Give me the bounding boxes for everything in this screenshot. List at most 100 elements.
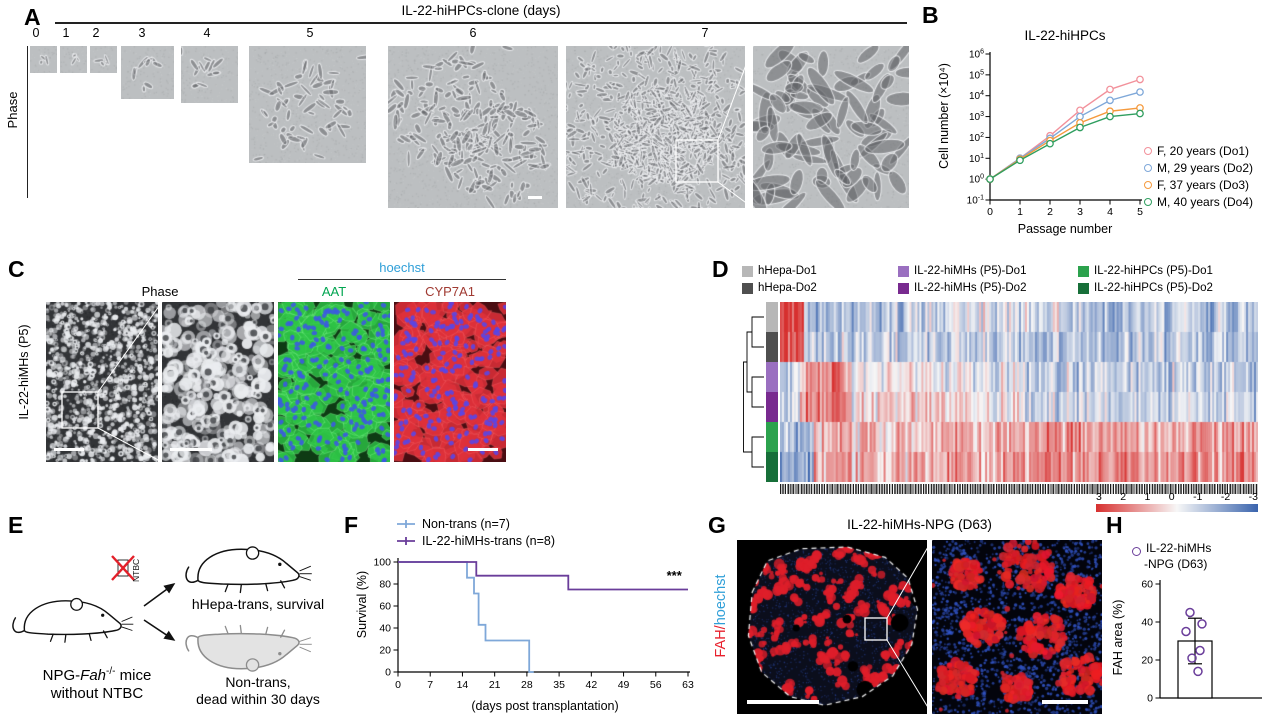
panel-b-label: B — [922, 2, 939, 28]
svg-text:2: 2 — [1047, 206, 1053, 218]
svg-text:0: 0 — [385, 667, 391, 679]
subject-prefix: NPG- — [42, 667, 81, 684]
micrograph-aat — [278, 302, 390, 462]
arrow-to-death — [143, 619, 176, 641]
scale-bar — [747, 700, 819, 704]
heatmap-scale-bar — [1096, 504, 1258, 512]
svg-text:0: 0 — [987, 206, 993, 218]
row-color — [766, 422, 778, 452]
svg-text:106: 106 — [969, 49, 984, 61]
svg-text:102: 102 — [969, 132, 984, 144]
heatmap-scale-labels: 3 2 1 0 -1 -2 -3 — [1096, 491, 1258, 503]
panel-c-label: C — [8, 256, 25, 282]
legend-label: IL-22-hiHPCs (P5)-Do2 — [1094, 282, 1213, 294]
day-label-2: 2 — [92, 26, 100, 40]
series-marker — [1144, 197, 1152, 206]
svg-text:100: 100 — [969, 174, 984, 186]
series-marker — [1144, 146, 1152, 155]
legend-label: hHepa-Do2 — [758, 282, 817, 294]
legend-label: IL-22-hiMHs-trans (n=8) — [422, 534, 556, 548]
svg-text:0: 0 — [1147, 693, 1153, 705]
panel-e-diagram: NTBC — [12, 546, 312, 672]
panel-g-label: G — [708, 512, 726, 538]
row-color — [766, 362, 778, 392]
day-label-4: 4 — [203, 26, 211, 40]
row-color — [766, 452, 778, 482]
panel-b-title: IL-22-hiHPCs — [1024, 28, 1106, 43]
arrow-to-survival — [143, 583, 176, 607]
svg-text:56: 56 — [650, 679, 662, 691]
outcome-bottom-label-2: dead within 30 days — [196, 691, 320, 707]
fah-label: FAH — [713, 629, 729, 658]
color-swatch — [898, 282, 909, 294]
svg-text:104: 104 — [969, 90, 984, 102]
panel-g-stain-label: FAH/hoechst — [713, 532, 730, 700]
svg-text:80: 80 — [379, 579, 391, 591]
series-marker — [1144, 163, 1152, 172]
color-swatch — [742, 282, 753, 294]
panel-b-ylabel: Cell number (×10⁴) — [937, 63, 951, 169]
svg-text:7: 7 — [427, 679, 433, 691]
micrograph-day7-zoom — [753, 46, 909, 208]
day-label-6: 6 — [469, 26, 477, 40]
svg-text:100: 100 — [373, 557, 391, 569]
panel-f-label: F — [344, 512, 359, 538]
legend-label: Non-trans (n=7) — [422, 517, 510, 531]
mouse-drawing — [12, 597, 134, 643]
legend-item: hHepa-Do1 — [742, 265, 817, 277]
svg-text:105: 105 — [969, 69, 984, 81]
micrograph-day2 — [90, 46, 117, 73]
legend-label: F, 20 years (Do1) — [1157, 143, 1250, 158]
svg-text:60: 60 — [379, 601, 391, 613]
svg-text:35: 35 — [553, 679, 565, 691]
scale-bar — [54, 448, 84, 451]
scale-bar — [1042, 700, 1088, 704]
panel-f-chart: 0 20 40 60 80 100 0 7 14 21 28 35 42 49 56 63 *** — [373, 557, 694, 692]
subject-line1: NPG-Fah-/- mice — [8, 666, 186, 685]
panel-h-ylabel: FAH area (%) — [1111, 599, 1125, 676]
subject-suffix: mice — [115, 667, 152, 684]
outcome-bottom-label-1: Non-trans, — [225, 674, 291, 690]
panel-b-legend: F, 20 years (Do1) M, 29 years (Do2) F, 3… — [1144, 142, 1253, 210]
panel-d-label: D — [712, 256, 729, 282]
svg-text:103: 103 — [969, 111, 984, 123]
svg-text:49: 49 — [618, 679, 630, 691]
mouse-drawing — [185, 546, 312, 594]
ntbc-label: NTBC — [131, 559, 141, 582]
row-dendrogram — [743, 316, 764, 468]
day-label-0: 0 — [32, 26, 40, 40]
hoechst-rule — [298, 279, 506, 280]
row-color — [766, 302, 778, 332]
red-cross-icon — [111, 555, 135, 581]
day-label-7: 7 — [701, 26, 709, 40]
legend-item: hHepa-Do2 — [742, 282, 817, 294]
color-swatch — [742, 265, 753, 277]
row-annotation-strip — [766, 302, 778, 482]
row-color — [766, 392, 778, 422]
panel-c-row-label: IL-22-hiMHs (P5) — [17, 324, 31, 420]
day-label-5: 5 — [306, 26, 314, 40]
stain-separator: / — [713, 625, 729, 630]
gene-superscript: -/- — [106, 666, 116, 677]
micrograph-phase-zoom — [162, 302, 274, 462]
series-marker — [1144, 180, 1152, 189]
liver-section-image — [737, 540, 927, 714]
legend-item: M, 40 years (Do4) — [1144, 193, 1253, 210]
km-marker — [397, 537, 415, 545]
panel-h-label: H — [1106, 512, 1123, 538]
heatmap-column-labels — [780, 484, 1258, 494]
svg-text:101: 101 — [969, 153, 984, 165]
hoechst-label: hoechst — [379, 260, 425, 275]
legend-label: F, 37 years (Do3) — [1157, 177, 1250, 192]
panel-b-xlabel: Passage number — [1017, 222, 1113, 236]
row-color — [766, 332, 778, 362]
micrograph-day7 — [566, 46, 745, 208]
micrograph-day6 — [388, 46, 558, 208]
panel-f-ylabel: Survival (%) — [355, 570, 369, 639]
legend-label: hHepa-Do1 — [758, 265, 817, 277]
panel-a-row-label: Phase — [5, 91, 20, 129]
micrograph-day0 — [30, 46, 57, 73]
svg-text:4: 4 — [1107, 206, 1113, 218]
micrograph-day5 — [249, 46, 366, 163]
